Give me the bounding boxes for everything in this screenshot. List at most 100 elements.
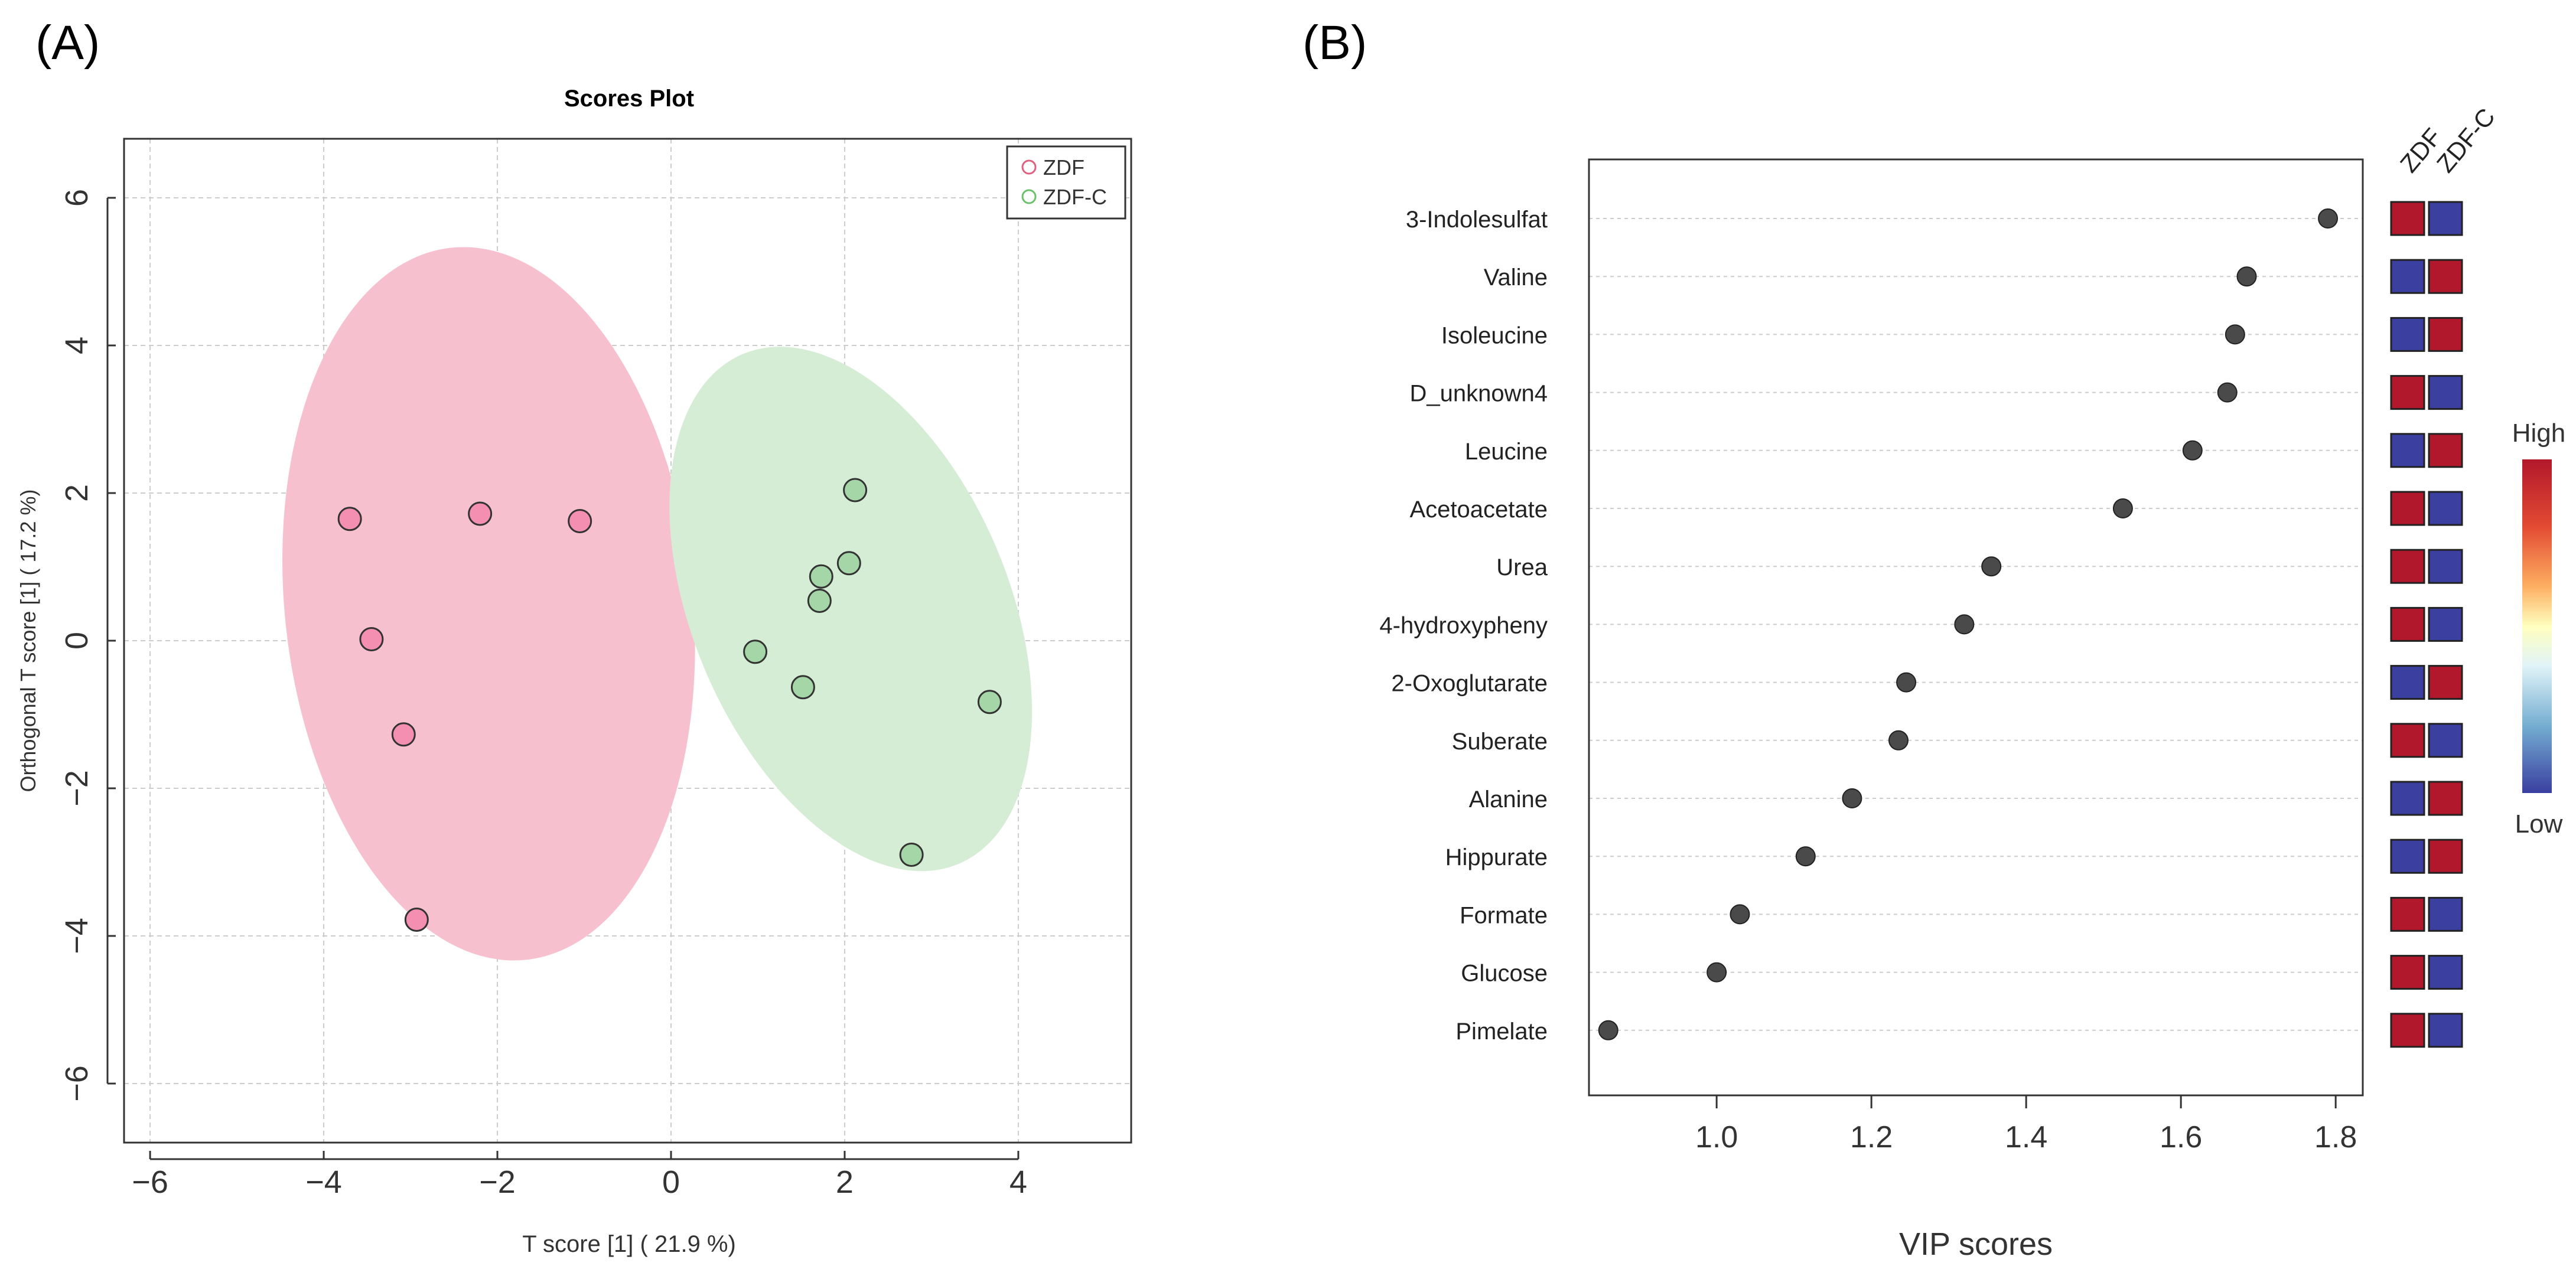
scores-y-tick-label: 2 [59,484,95,502]
heatmap-cell-zdfc [2428,896,2463,932]
heatmap-cell-zdfc [2428,606,2463,642]
heatmap-cell-zdfc [2428,201,2463,236]
vip-score-dot [1707,962,1727,983]
zdfc-score-point [790,675,815,700]
color-scale-legend: High Low [2512,419,2566,838]
scores-ellipses [282,247,1033,961]
scores-x-tick-label: 4 [1009,1164,1027,1200]
scores-y-tick-label: −6 [59,1065,95,1102]
heatmap-cell-zdf [2390,896,2425,932]
vip-metabolite-label: D_unknown4 [1410,381,1548,407]
heatmap-cell-zdfc [2428,781,2463,816]
color-scale-high-label: High [2512,419,2566,448]
vip-score-dot [1598,1020,1618,1040]
vip-score-dot [1842,788,1862,808]
vip-metabolite-label: 2-Oxoglutarate [1391,671,1548,697]
vip-metabolite-label: Urea [1496,554,1548,580]
scores-plot-frame [123,138,1132,1144]
zdfc-score-point [843,478,868,503]
heatmap-cell-zdf [2390,665,2425,700]
scores-legend: ZDF ZDF-C [1006,145,1126,220]
vip-score-dot [1954,614,1975,635]
legend-zdfc-label: ZDF-C [1043,185,1107,209]
vip-metabolite-label: Acetoacetate [1410,497,1548,523]
scores-y-tick-label: 0 [59,632,95,650]
vip-score-dot [1896,672,1917,693]
zdf-score-point [404,908,429,932]
vip-plot: 3-Indolesulfat Valine Isoleucine D_unknown4… [1379,103,2565,1262]
scores-y-ticks: −6 −4 −2 0 2 4 6 [59,189,116,1102]
heatmap-cell-zdfc [2428,317,2463,352]
scores-y-tick-label: −2 [59,770,95,807]
heatmap-cell-zdfc [2428,955,2463,990]
panel-label-a: (A) [35,16,100,70]
vip-metabolite-label: 3-Indolesulfat [1406,207,1548,233]
scores-points [337,478,1002,932]
vip-metabolite-label: Leucine [1465,439,1548,465]
panel-label-b: (B) [1302,16,1367,70]
zdf-score-point [468,501,493,526]
scores-x-ticks: −6 −4 −2 0 2 4 [132,1151,1027,1200]
vip-score-dot [1981,556,2002,577]
scores-x-tick-label: −4 [305,1164,342,1200]
scores-x-axis-label: T score [1] ( 21.9 %) [522,1231,736,1257]
zdfc-score-point [809,564,833,589]
scores-x-tick-label: 2 [836,1164,854,1200]
heatmap-cell-zdf [2390,955,2425,990]
zdfc-score-point [807,589,832,613]
zdf-score-point [568,509,592,533]
scores-plot-title: Scores Plot [564,86,694,112]
vip-score-dot [2182,440,2203,461]
scores-x-tick-label: −6 [132,1164,168,1200]
scores-y-tick-label: −4 [59,918,95,954]
zdf-score-point [359,627,384,651]
scores-y-tick-label: 6 [59,189,95,207]
vip-score-dot [2217,382,2238,403]
vip-score-dot [1795,846,1816,867]
heatmap-cell-zdfc [2428,723,2463,758]
zdfc-score-point [899,843,924,867]
heatmap-cell-zdfc [2428,433,2463,468]
zdfc-score-point [977,690,1002,714]
vip-x-tick-label: 1.4 [2005,1120,2047,1154]
heatmap-cell-zdf [2390,781,2425,816]
vip-x-tick-label: 1.0 [1695,1120,1738,1154]
heatmap-cell-zdf [2390,723,2425,758]
heatmap-cell-zdf [2390,375,2425,410]
zdfc-confidence-ellipse [669,347,1033,872]
legend-zdfc-symbol [1021,189,1037,204]
color-scale-low-label: Low [2515,810,2563,838]
heatmap-cell-zdf [2390,317,2425,352]
vip-x-tick-label: 1.6 [2160,1120,2202,1154]
heatmap-cell-zdfc [2428,549,2463,584]
heatmap-cell-zdfc [2428,491,2463,526]
legend-zdf-label: ZDF [1043,155,1085,180]
zdf-score-point [391,722,416,747]
heatmap-cell-zdfc [2428,838,2463,874]
vip-score-dot [1888,730,1909,751]
heatmap-cell-zdf [2390,201,2425,236]
color-scale-bar [2522,459,2552,793]
scores-y-tick-label: 4 [59,337,95,354]
heatmap-cell-zdf [2390,259,2425,294]
vip-score-dot [2318,208,2339,229]
vip-metabolite-label: Isoleucine [1441,322,1548,348]
vip-metabolite-label: Glucose [1461,961,1548,987]
vip-x-tick-label: 1.2 [1850,1120,1893,1154]
vip-plot-frame [1588,158,2364,1097]
vip-metabolite-label: Pimelate [1455,1019,1548,1045]
vip-score-dot [2225,324,2245,345]
vip-metabolite-label: Suberate [1452,729,1548,755]
vip-rows: 3-Indolesulfat Valine Isoleucine D_unknown4… [1379,201,2463,1048]
legend-zdf-symbol [1021,159,1037,175]
vip-x-axis-label: VIP scores [1899,1226,2053,1262]
vip-x-ticks: 1.0 1.2 1.4 1.6 1.8 [1695,1095,2357,1154]
scores-x-tick-label: −2 [479,1164,516,1200]
vip-metabolite-label: 4-hydroxypheny [1379,612,1548,638]
vip-metabolite-label: Formate [1460,902,1548,928]
heatmap-cell-zdf [2390,491,2425,526]
heatmap-cell-zdfc [2428,375,2463,410]
heatmap-cell-zdfc [2428,1013,2463,1048]
heatmap-cell-zdf [2390,433,2425,468]
